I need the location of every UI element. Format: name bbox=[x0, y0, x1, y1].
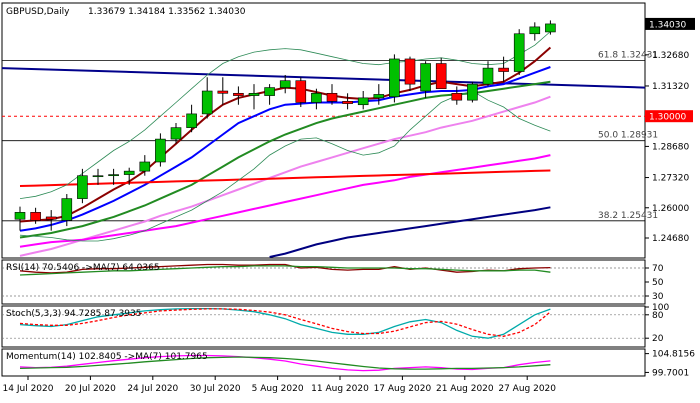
candle-body bbox=[529, 26, 541, 35]
moving-average-line bbox=[19, 154, 551, 248]
candle-body bbox=[513, 33, 525, 72]
candle-body bbox=[139, 161, 151, 172]
rsi-series-line bbox=[19, 265, 551, 276]
axis-labels-layer: 1.30000 1.32680 1.31320 1.28680 1.27320 1.260… bbox=[3, 17, 695, 394]
mom-series-line bbox=[19, 356, 551, 370]
rsi-title: RSI(14) 70.5406 ->MA(7) 64.0365 bbox=[6, 263, 160, 273]
candle-body bbox=[295, 80, 307, 103]
moving-average-line bbox=[269, 206, 551, 258]
candle-body bbox=[30, 212, 41, 221]
x-axis-tick-label: 11 Aug 2020 bbox=[311, 384, 369, 394]
x-axis-tick-label: 14 Jul 2020 bbox=[3, 384, 54, 394]
candle-body bbox=[14, 212, 26, 220]
indicator-y-tick-label: 30 bbox=[652, 292, 664, 302]
candle-body bbox=[77, 175, 88, 199]
candle-body bbox=[155, 138, 166, 163]
candle-body bbox=[186, 113, 197, 128]
chart-ohlc-readout: 1.33679 1.34184 1.33562 1.34030 bbox=[88, 7, 246, 17]
momentum-title: Momentum(14) 102.8405 ->MA(7) 101.7965 bbox=[6, 352, 208, 362]
fib-level-label: 61.8 1.32431 bbox=[598, 51, 658, 61]
stoch-panel[interactable] bbox=[1, 305, 646, 348]
indicator-y-tick-label: 100 bbox=[652, 303, 669, 313]
fib-level-label: 50.0 1.28931 bbox=[598, 131, 658, 141]
candle-body bbox=[482, 67, 494, 85]
candle-body bbox=[404, 58, 416, 85]
moving-average-line bbox=[19, 31, 551, 199]
candle-body bbox=[61, 198, 73, 221]
candle-body bbox=[435, 63, 447, 90]
candle-body bbox=[451, 92, 463, 101]
candle-body bbox=[45, 216, 57, 220]
candle-body bbox=[357, 97, 369, 106]
x-axis-tick-label: 27 Aug 2020 bbox=[498, 384, 556, 394]
stoch-title: Stoch(5,3,3) 94.7285 87.3935 bbox=[6, 309, 141, 319]
moving-average-line bbox=[19, 169, 551, 187]
x-axis-tick-label: 21 Aug 2020 bbox=[436, 384, 494, 394]
candle-body bbox=[420, 63, 431, 92]
moving-average-line bbox=[19, 66, 551, 232]
candle-body bbox=[108, 174, 119, 177]
y-axis-tick-label: 1.27320 bbox=[652, 174, 689, 184]
x-axis-tick-label: 24 Jul 2020 bbox=[127, 384, 178, 394]
support-price-label: 1.30000 bbox=[649, 113, 686, 123]
candle-body bbox=[342, 101, 353, 104]
candle-body bbox=[92, 175, 104, 178]
indicator-y-tick-label: 80 bbox=[652, 311, 664, 321]
candle-body bbox=[123, 170, 135, 175]
indicator-y-tick-label: 99.7001 bbox=[652, 368, 689, 378]
candle-body bbox=[248, 92, 260, 96]
x-axis-tick-label: 30 Jul 2020 bbox=[190, 384, 241, 394]
candle-body bbox=[217, 90, 229, 94]
y-axis-tick-label: 1.24680 bbox=[652, 234, 689, 244]
main-price-panel[interactable] bbox=[1, 2, 646, 259]
candle-body bbox=[389, 58, 400, 98]
indicator-y-tick-label: 50 bbox=[652, 278, 664, 288]
indicator-y-tick-label: 20 bbox=[652, 334, 664, 344]
indicator-series-layer bbox=[2, 263, 645, 372]
fib-level-label: 38.2 1.25431 bbox=[598, 211, 658, 221]
stoch-series-line bbox=[19, 308, 551, 337]
stoch-series-line bbox=[19, 307, 551, 339]
x-axis-tick-label: 5 Aug 2020 bbox=[252, 384, 304, 394]
y-axis-tick-label: 1.31320 bbox=[652, 82, 689, 92]
indicator-y-tick-label: 70 bbox=[652, 264, 664, 274]
candle-body bbox=[264, 87, 275, 96]
rsi-series-line bbox=[19, 263, 551, 274]
y-axis-tick-label: 1.32680 bbox=[652, 51, 689, 61]
candle-body bbox=[545, 23, 556, 33]
candle-body bbox=[498, 67, 509, 72]
candle-body bbox=[467, 83, 478, 101]
candle-body bbox=[311, 92, 322, 103]
mom-series-line bbox=[19, 354, 551, 372]
momentum-panel[interactable] bbox=[1, 348, 646, 377]
last-price-tag bbox=[645, 17, 695, 30]
candle-body bbox=[170, 127, 182, 140]
candle-body bbox=[279, 80, 291, 88]
candle-body bbox=[326, 92, 338, 102]
last-price-label: 1.34030 bbox=[649, 20, 686, 30]
indicator-y-tick-label: 104.8156 bbox=[652, 350, 695, 360]
moving-average-line bbox=[19, 95, 551, 257]
price-series-layer: 61.8 1.32431 50.0 1.28931 38.2 1.25431 bbox=[1, 20, 658, 258]
candle-body bbox=[233, 92, 244, 96]
y-axis-tick-label: 1.26000 bbox=[652, 204, 689, 214]
x-axis-tick-label: 17 Aug 2020 bbox=[374, 384, 432, 394]
chart-symbol-title: GBPUSD,Daily bbox=[6, 7, 70, 17]
x-axis-tick-label: 20 Jul 2020 bbox=[65, 384, 116, 394]
candle-body bbox=[201, 90, 213, 115]
y-axis-tick-label: 1.28680 bbox=[652, 142, 689, 152]
candle-body bbox=[373, 94, 385, 99]
support-price-tag bbox=[645, 110, 693, 123]
